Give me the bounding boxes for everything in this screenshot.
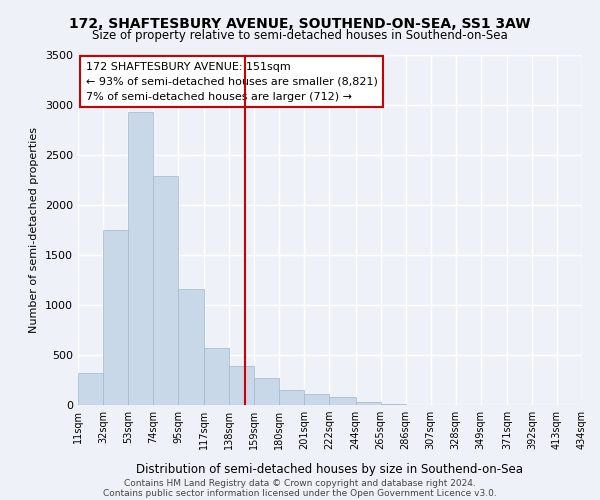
Text: 172, SHAFTESBURY AVENUE, SOUTHEND-ON-SEA, SS1 3AW: 172, SHAFTESBURY AVENUE, SOUTHEND-ON-SEA… <box>69 18 531 32</box>
Bar <box>254 378 280 405</box>
Y-axis label: Number of semi-detached properties: Number of semi-detached properties <box>29 127 40 333</box>
Bar <box>178 289 204 405</box>
Text: Size of property relative to semi-detached houses in Southend-on-Sea: Size of property relative to semi-detach… <box>92 29 508 42</box>
Bar <box>406 404 431 405</box>
Text: Contains HM Land Registry data © Crown copyright and database right 2024.: Contains HM Land Registry data © Crown c… <box>124 479 476 488</box>
Bar <box>304 394 329 405</box>
Bar <box>128 112 153 405</box>
Bar <box>329 397 356 405</box>
Text: 172 SHAFTESBURY AVENUE: 151sqm
← 93% of semi-detached houses are smaller (8,821): 172 SHAFTESBURY AVENUE: 151sqm ← 93% of … <box>86 62 377 102</box>
Text: Contains public sector information licensed under the Open Government Licence v3: Contains public sector information licen… <box>103 489 497 498</box>
X-axis label: Distribution of semi-detached houses by size in Southend-on-Sea: Distribution of semi-detached houses by … <box>137 463 523 476</box>
Bar <box>229 366 254 405</box>
Bar <box>153 176 178 405</box>
Bar <box>204 348 229 405</box>
Bar <box>103 230 128 405</box>
Bar <box>356 402 380 405</box>
Bar <box>78 373 103 405</box>
Bar <box>280 390 304 405</box>
Bar <box>380 404 406 405</box>
